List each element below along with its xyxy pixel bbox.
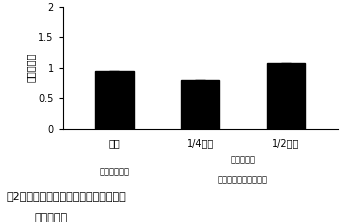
Y-axis label: 球重（㎏）: 球重（㎏） bbox=[25, 53, 35, 82]
Bar bbox=[95, 71, 134, 129]
Bar bbox=[267, 63, 305, 129]
Text: （ロングマット育苗）: （ロングマット育苗） bbox=[218, 175, 268, 184]
Text: 培養液濃度: 培養液濃度 bbox=[231, 156, 255, 165]
Bar bbox=[181, 80, 220, 129]
Text: 図2　育苗方法の違いがキャベツ収量に: 図2 育苗方法の違いがキャベツ収量に bbox=[7, 191, 127, 201]
Text: （頭上灌水）: （頭上灌水） bbox=[99, 168, 129, 177]
Text: 及ぼす影響: 及ぼす影響 bbox=[35, 213, 68, 222]
